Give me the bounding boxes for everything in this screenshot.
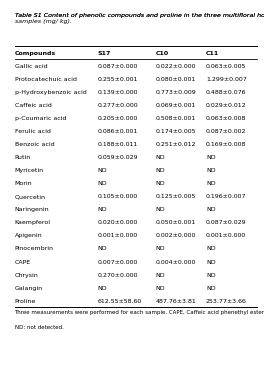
Text: Apigenin: Apigenin [15, 233, 42, 238]
Text: 0.020±0.000: 0.020±0.000 [98, 220, 138, 225]
Text: Chrysin: Chrysin [15, 273, 38, 278]
Text: 0.001±0.000: 0.001±0.000 [206, 233, 246, 238]
Text: C11: C11 [206, 51, 219, 56]
Text: ND: ND [156, 247, 165, 251]
Text: Ferulic acid: Ferulic acid [15, 129, 50, 134]
Text: Rutin: Rutin [15, 155, 31, 160]
Text: ND: ND [98, 168, 107, 173]
Text: Gallic acid: Gallic acid [15, 64, 47, 69]
Text: samples (mg/ kg).: samples (mg/ kg). [15, 19, 72, 24]
Text: p-Hydroxybenzoic acid: p-Hydroxybenzoic acid [15, 90, 86, 95]
Text: ND: ND [98, 181, 107, 186]
Text: ND: ND [206, 286, 215, 291]
Text: ND: ND [206, 155, 215, 160]
Text: Proline: Proline [15, 299, 36, 304]
Text: 0.022±0.000: 0.022±0.000 [156, 64, 196, 69]
Text: ND: ND [156, 273, 165, 278]
Text: 0.029±0.012: 0.029±0.012 [206, 103, 247, 108]
Text: ND: ND [156, 207, 165, 212]
Text: ND: ND [98, 286, 107, 291]
Text: ND: ND [206, 207, 215, 212]
Text: Quercetin: Quercetin [15, 194, 45, 199]
Text: 0.139±0.000: 0.139±0.000 [98, 90, 138, 95]
Text: 0.488±0.076: 0.488±0.076 [206, 90, 246, 95]
Text: ND: ND [156, 181, 165, 186]
Text: 0.087±0.002: 0.087±0.002 [206, 129, 246, 134]
Text: ND: ND [206, 247, 215, 251]
Text: 0.050±0.001: 0.050±0.001 [156, 220, 196, 225]
Text: Benzoic acid: Benzoic acid [15, 142, 54, 147]
Text: ND: ND [156, 168, 165, 173]
Text: 0.270±0.000: 0.270±0.000 [98, 273, 138, 278]
Text: 0.087±0.000: 0.087±0.000 [98, 64, 138, 69]
Text: Kaempferol: Kaempferol [15, 220, 50, 225]
Text: S17: S17 [98, 51, 111, 56]
Text: 0.773±0.009: 0.773±0.009 [156, 90, 196, 95]
Text: 612.55±58.60: 612.55±58.60 [98, 299, 142, 304]
Text: 0.002±0.000: 0.002±0.000 [156, 233, 196, 238]
Text: ND: ND [206, 273, 215, 278]
Text: CAPE: CAPE [15, 260, 31, 264]
Text: Galangin: Galangin [15, 286, 43, 291]
Text: 0.251±0.012: 0.251±0.012 [156, 142, 196, 147]
Text: C10: C10 [156, 51, 169, 56]
Text: 253.77±3.66: 253.77±3.66 [206, 299, 247, 304]
Text: 0.508±0.001: 0.508±0.001 [156, 116, 196, 121]
Text: 0.169±0.008: 0.169±0.008 [206, 142, 246, 147]
Text: 0.004±0.000: 0.004±0.000 [156, 260, 196, 264]
Text: 0.063±0.008: 0.063±0.008 [206, 116, 246, 121]
Text: 487.76±3.81: 487.76±3.81 [156, 299, 196, 304]
Text: ND: ND [206, 168, 215, 173]
Text: Compounds: Compounds [15, 51, 56, 56]
Text: 0.001±0.000: 0.001±0.000 [98, 233, 138, 238]
Text: ND: ND [206, 260, 215, 264]
Text: Table S1 Content of phenolic compounds and proline in the three multifloral hone: Table S1 Content of phenolic compounds a… [15, 13, 264, 18]
Text: ND: ND [98, 247, 107, 251]
Text: 0.174±0.005: 0.174±0.005 [156, 129, 196, 134]
Text: ND: not detected.: ND: not detected. [15, 325, 63, 329]
Text: 0.255±0.001: 0.255±0.001 [98, 77, 138, 82]
Text: ND: ND [156, 155, 165, 160]
Text: 0.087±0.029: 0.087±0.029 [206, 220, 247, 225]
Text: 0.188±0.011: 0.188±0.011 [98, 142, 138, 147]
Text: 0.069±0.001: 0.069±0.001 [156, 103, 196, 108]
Text: ND: ND [98, 207, 107, 212]
Text: Table S1 Content of phenolic compounds and proline in the three multifloral hone: Table S1 Content of phenolic compounds a… [15, 13, 264, 18]
Text: p-Coumaric acid: p-Coumaric acid [15, 116, 66, 121]
Text: 0.007±0.000: 0.007±0.000 [98, 260, 138, 264]
Text: 0.080±0.001: 0.080±0.001 [156, 77, 196, 82]
Text: 0.205±0.000: 0.205±0.000 [98, 116, 138, 121]
Text: 0.125±0.005: 0.125±0.005 [156, 194, 196, 199]
Text: Protocatechuic acid: Protocatechuic acid [15, 77, 76, 82]
Text: ND: ND [206, 181, 215, 186]
Text: Myricetin: Myricetin [15, 168, 44, 173]
Text: Pinocembrin: Pinocembrin [15, 247, 54, 251]
Text: 1.299±0.007: 1.299±0.007 [206, 77, 247, 82]
Text: 0.086±0.001: 0.086±0.001 [98, 129, 138, 134]
Text: 0.105±0.000: 0.105±0.000 [98, 194, 138, 199]
Text: 0.196±0.007: 0.196±0.007 [206, 194, 246, 199]
Text: ND: ND [156, 286, 165, 291]
Text: 0.063±0.005: 0.063±0.005 [206, 64, 246, 69]
Text: Naringenin: Naringenin [15, 207, 49, 212]
Text: Morin: Morin [15, 181, 32, 186]
Text: Three measurements were performed for each sample. CAPE, Caffeic acid phenethyl : Three measurements were performed for ea… [15, 310, 264, 314]
Text: 0.059±0.029: 0.059±0.029 [98, 155, 138, 160]
Text: 0.277±0.000: 0.277±0.000 [98, 103, 138, 108]
Text: Caffeic acid: Caffeic acid [15, 103, 51, 108]
